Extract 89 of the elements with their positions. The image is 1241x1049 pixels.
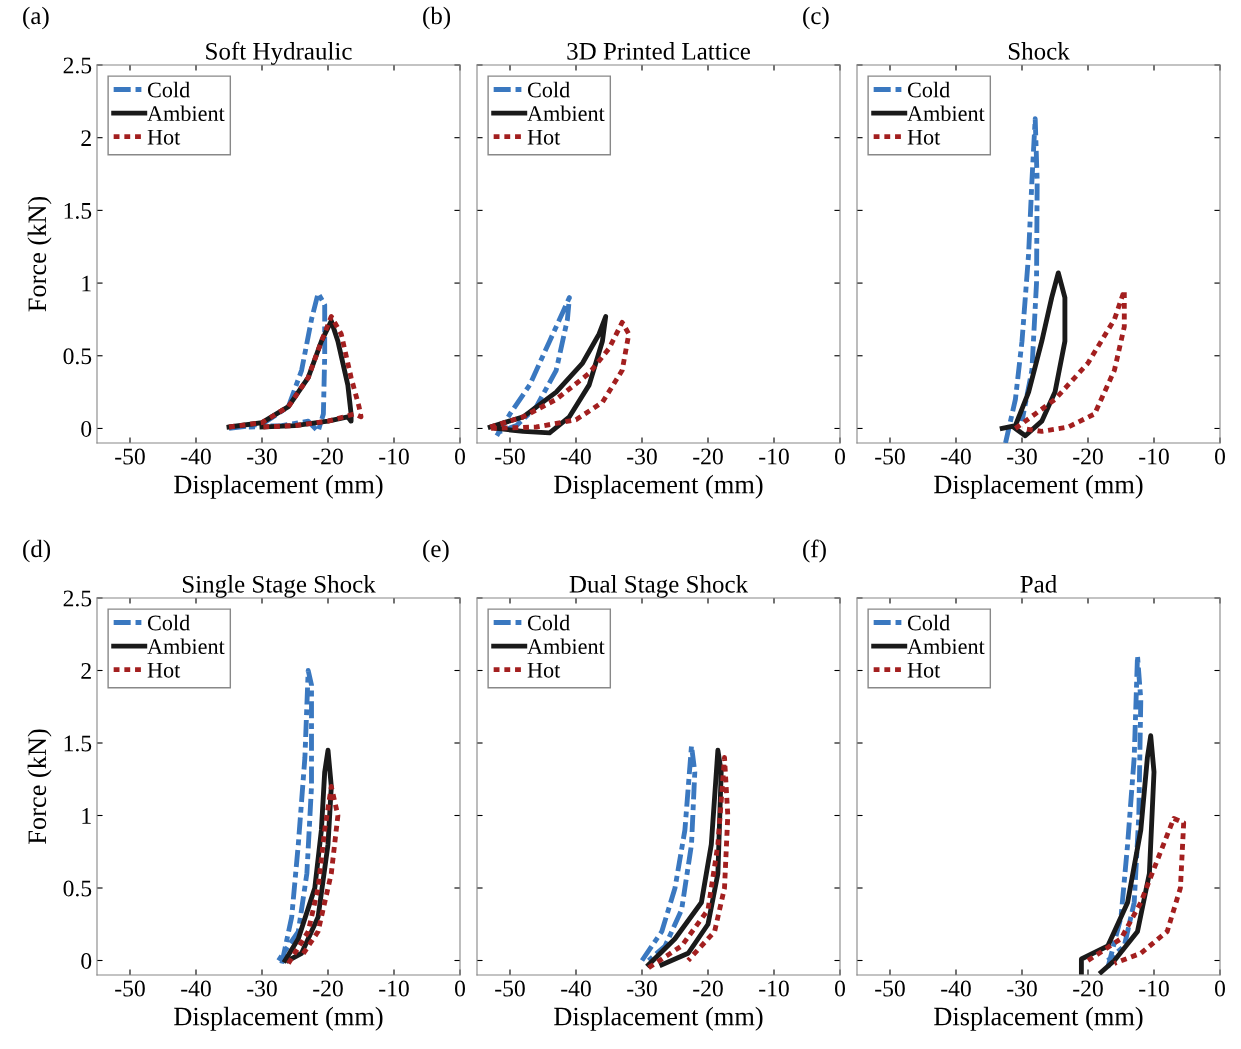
y-tick-label: 2	[81, 663, 91, 679]
x-tick-label: -10	[379, 448, 409, 465]
x-tick-label: -30	[627, 980, 657, 997]
legend-label: Cold	[527, 614, 570, 631]
y-tick-label: 0	[81, 420, 92, 437]
x-tick-label: -20	[693, 448, 723, 465]
legend-label: Hot	[147, 129, 181, 145]
text: (d)	[23, 539, 51, 563]
x-tick-label: -30	[1007, 448, 1037, 465]
legend-label: Ambient	[147, 638, 225, 655]
legend-label: Cold	[147, 81, 190, 98]
legend-label: Cold	[907, 81, 950, 98]
chart-title: Shock	[1008, 42, 1070, 60]
legend-label: Cold	[527, 81, 570, 98]
legend-label: Ambient	[527, 638, 605, 655]
x-tick-label: 0	[835, 448, 845, 465]
x-tick-label: -40	[181, 448, 211, 465]
chart-title: 3D Printed Lattice	[567, 42, 750, 60]
x-tick-label: -40	[561, 980, 591, 997]
x-tick-label: -30	[627, 448, 657, 465]
x-tick-label: -30	[247, 448, 277, 465]
legend-label: Cold	[147, 614, 190, 631]
chart-title: Single Stage Shock	[182, 575, 376, 598]
x-tick-label: -40	[181, 980, 211, 997]
x-tick-label: 0	[455, 448, 465, 465]
legend-label: Ambient	[147, 105, 225, 122]
x-tick-label: 0	[1215, 980, 1225, 997]
text: (a)	[23, 6, 49, 30]
x-tick-label: -50	[875, 980, 905, 997]
x-tick-label: -50	[495, 980, 525, 997]
text: (b)	[423, 6, 451, 30]
legend-label: Hot	[907, 662, 941, 678]
y-tick-label: 1	[82, 275, 91, 292]
line-series	[282, 747, 334, 963]
legend-label: Hot	[147, 662, 181, 678]
legend-label: Hot	[907, 129, 941, 145]
chart-title: Soft Hydraulic	[206, 41, 352, 65]
y-axis-title: Force (kN)	[27, 196, 52, 312]
x-tick-label: -10	[759, 448, 789, 465]
x-tick-label: -30	[247, 980, 277, 997]
line-series	[285, 784, 341, 966]
y-tick-label: 0.5	[63, 348, 92, 365]
legend-label: Ambient	[527, 105, 605, 122]
x-axis-title: Displacement (mm)	[174, 1006, 383, 1031]
y-tick-label: 2.5	[63, 57, 92, 74]
y-tick-label: 2	[81, 130, 91, 146]
x-tick-label: -50	[115, 448, 145, 465]
line-series	[276, 668, 314, 966]
y-tick-label: 1.5	[64, 735, 92, 752]
x-axis-title: Displacement (mm)	[934, 1006, 1143, 1031]
x-tick-label: -10	[379, 980, 409, 997]
x-tick-label: -50	[875, 448, 905, 465]
x-tick-label: -10	[759, 980, 789, 997]
x-tick-label: 0	[455, 980, 465, 997]
text: (c)	[803, 6, 829, 30]
x-tick-label: -40	[941, 980, 971, 997]
x-tick-label: -50	[495, 448, 525, 465]
x-axis-title: Displacement (mm)	[554, 474, 763, 499]
x-axis-title: Displacement (mm)	[554, 1006, 763, 1031]
x-axis-title: Displacement (mm)	[934, 474, 1143, 499]
x-tick-label: -20	[313, 448, 343, 465]
legend-label: Hot	[527, 662, 561, 678]
x-tick-label: -10	[1139, 980, 1169, 997]
x-tick-label: -20	[1073, 980, 1103, 997]
y-tick-label: 1	[82, 808, 91, 824]
x-tick-label: -50	[115, 980, 145, 997]
legend-label: Ambient	[907, 638, 985, 655]
x-tick-label: -20	[693, 980, 723, 997]
x-axis-title: Displacement (mm)	[174, 474, 383, 499]
legend-label: Hot	[527, 129, 561, 145]
legend-label: Cold	[907, 614, 950, 631]
chart-title: Dual Stage Shock	[569, 575, 749, 598]
chart-title: Pad	[1020, 575, 1057, 593]
y-tick-label: 0.5	[63, 880, 92, 897]
y-axis-title: Force (kN)	[27, 729, 52, 844]
text: (e)	[423, 539, 449, 563]
y-tick-label: 0	[81, 952, 92, 969]
text: (f)	[803, 539, 826, 563]
x-tick-label: 0	[835, 980, 845, 997]
x-tick-label: -40	[561, 448, 591, 465]
x-tick-label: -40	[941, 448, 971, 465]
x-tick-label: -30	[1007, 980, 1037, 997]
y-tick-label: 1.5	[64, 202, 92, 219]
x-tick-label: 0	[1215, 448, 1225, 465]
x-tick-label: -10	[1139, 448, 1169, 465]
y-tick-label: 2.5	[63, 590, 92, 607]
x-tick-label: -20	[313, 980, 343, 997]
x-tick-label: -20	[1073, 448, 1103, 465]
legend-label: Ambient	[907, 105, 985, 122]
